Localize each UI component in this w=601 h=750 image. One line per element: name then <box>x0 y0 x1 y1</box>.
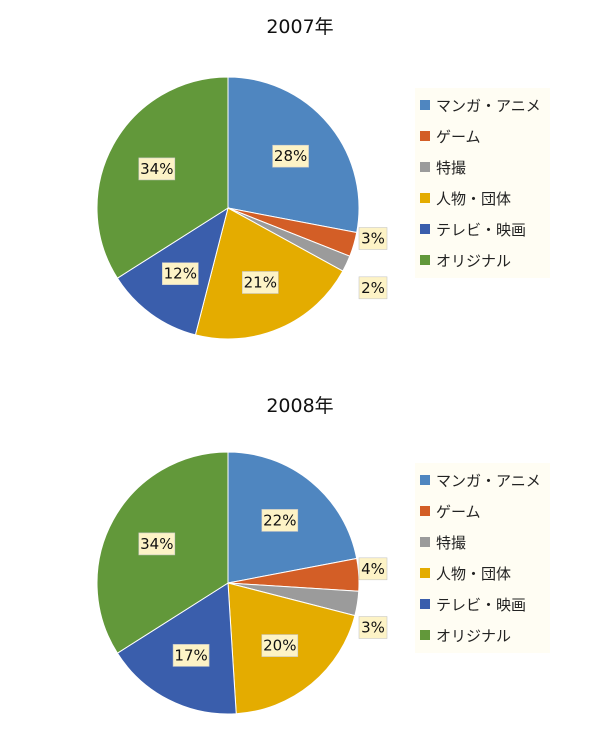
legend-swatch <box>420 224 430 234</box>
legend-label: 人物・団体 <box>436 190 511 208</box>
legend-item: 人物・団体 <box>420 565 511 583</box>
legend-item: オリジナル <box>420 627 511 645</box>
chart-title: 2008年 <box>266 395 333 417</box>
data-label-box <box>358 557 388 581</box>
legend-swatch <box>420 506 430 516</box>
legend-label: マンガ・アニメ <box>436 97 541 115</box>
data-label-box <box>261 509 299 532</box>
data-labels: 22% 4% 3% 20% 17% 34% <box>138 509 388 667</box>
data-label: 28% <box>272 144 309 168</box>
data-label-box <box>358 276 388 300</box>
data-label-text: 17% <box>174 646 207 664</box>
data-label: 12% <box>162 262 199 286</box>
data-label-text: 20% <box>263 637 296 655</box>
data-label: 34% <box>138 532 176 556</box>
legend-item: テレビ・映画 <box>420 221 526 239</box>
data-label-box <box>138 532 176 556</box>
data-label-box <box>242 271 279 294</box>
legend-label: オリジナル <box>436 252 511 270</box>
data-label-box <box>358 616 388 639</box>
legend-item: オリジナル <box>420 252 511 270</box>
data-label: 3% <box>358 227 388 250</box>
legend-label: 人物・団体 <box>436 565 511 583</box>
pie-slices <box>96 451 360 715</box>
legend-label: ゲーム <box>436 503 481 521</box>
data-label-text: 3% <box>361 619 385 637</box>
data-label: 20% <box>261 634 299 657</box>
data-label: 4% <box>358 557 388 581</box>
legend-label: テレビ・映画 <box>436 221 526 239</box>
legend-swatch <box>420 475 430 485</box>
legend-item: ゲーム <box>420 128 481 146</box>
legend-item: マンガ・アニメ <box>420 472 541 490</box>
legend-label: マンガ・アニメ <box>436 472 541 490</box>
legend-swatch <box>420 131 430 141</box>
legend-swatch <box>420 568 430 578</box>
data-label-text: 3% <box>361 230 385 248</box>
data-label: 34% <box>138 157 176 181</box>
data-label-text: 28% <box>274 147 307 165</box>
data-label: 17% <box>172 644 210 667</box>
data-label-text: 22% <box>263 511 296 529</box>
legend-swatch <box>420 100 430 110</box>
data-label: 22% <box>261 509 299 532</box>
legend-item: ゲーム <box>420 503 481 521</box>
data-label: 2% <box>358 276 388 300</box>
pie-chart-2008: 2008年 22% 4% 3% 20% 17% 34% マンガ・アニメゲーム特撮人物・団体… <box>96 395 550 715</box>
data-label: 21% <box>242 271 279 294</box>
legend-item: 人物・団体 <box>420 190 511 208</box>
data-label-text: 21% <box>244 274 277 292</box>
legend-item: マンガ・アニメ <box>420 97 541 115</box>
data-label-box <box>261 634 299 657</box>
pie-slices <box>96 76 360 340</box>
data-label-box <box>138 157 176 181</box>
legend-swatch <box>420 537 430 547</box>
legend-swatch <box>420 162 430 172</box>
legend-item: テレビ・映画 <box>420 596 526 614</box>
legend-swatch <box>420 599 430 609</box>
data-label-box <box>272 144 309 168</box>
pie-chart-2007: 2007年 28% 3% 2% 21% 12% 34% マンガ・アニメゲーム特撮人物・団体… <box>96 16 550 340</box>
data-label-text: 12% <box>164 265 197 283</box>
data-label-text: 34% <box>140 160 173 178</box>
data-label: 3% <box>358 616 388 639</box>
legend-label: 特撮 <box>436 534 466 552</box>
legend-label: 特撮 <box>436 159 466 177</box>
legend-label: テレビ・映画 <box>436 596 526 614</box>
data-label-text: 34% <box>140 535 173 553</box>
legend-swatch <box>420 630 430 640</box>
data-label-box <box>358 227 388 250</box>
data-labels: 28% 3% 2% 21% 12% 34% <box>138 144 388 300</box>
legend-background <box>415 88 550 278</box>
legend-background <box>415 463 550 653</box>
legend-item: 特撮 <box>420 159 466 177</box>
data-label-box <box>162 262 199 286</box>
data-label-text: 4% <box>361 560 385 578</box>
legend-item: 特撮 <box>420 534 466 552</box>
legend-label: オリジナル <box>436 627 511 645</box>
legend-label: ゲーム <box>436 128 481 146</box>
data-label-box <box>172 644 210 667</box>
data-label-text: 2% <box>361 279 385 297</box>
legend-swatch <box>420 193 430 203</box>
legend-swatch <box>420 255 430 265</box>
chart-title: 2007年 <box>266 16 333 38</box>
